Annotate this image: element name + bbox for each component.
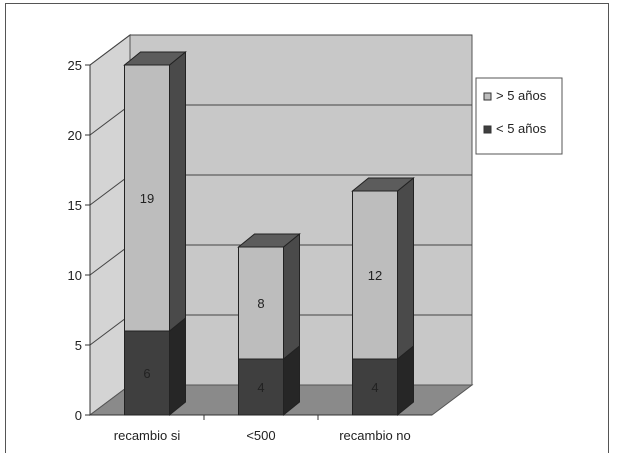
legend-swatch: [483, 125, 492, 134]
data-label: 4: [371, 380, 378, 395]
y-tick-label: 5: [75, 338, 82, 353]
data-label: 4: [257, 380, 264, 395]
x-axis-labels: recambio si <500 recambio no: [114, 415, 411, 443]
y-tick-label: 15: [68, 198, 82, 213]
bar-front-gt5: [352, 190, 398, 360]
legend-entry: > 5 años: [496, 88, 547, 103]
data-label: 8: [257, 296, 264, 311]
legend-box: [475, 77, 563, 155]
bar-front-gt5: [124, 64, 170, 332]
y-tick-label: 20: [68, 128, 82, 143]
legend-entry: < 5 años: [496, 121, 547, 136]
y-tick-label: 25: [68, 58, 82, 73]
data-labels: 6 19 4 8 4 12: [140, 191, 382, 395]
bar-side: [169, 316, 186, 417]
bar-side: [169, 50, 186, 333]
bar-front-lt5: [352, 358, 398, 416]
bar-side: [397, 176, 414, 361]
bar-front-gt5: [238, 246, 284, 360]
bar-top: [237, 233, 301, 248]
y-tick-label: 0: [75, 408, 82, 423]
bar-side: [283, 232, 300, 361]
bar-top: [123, 51, 187, 66]
data-label: 12: [368, 268, 382, 283]
y-tick-label: 10: [68, 268, 82, 283]
category-label: recambio si: [114, 428, 181, 443]
legend-swatch: [483, 92, 492, 101]
bars: [123, 50, 415, 417]
category-label: recambio no: [339, 428, 411, 443]
chart-frame: [5, 3, 609, 453]
category-label: <500: [246, 428, 275, 443]
gridline: [89, 34, 472, 66]
data-label: 19: [140, 191, 154, 206]
bar-top: [351, 177, 415, 192]
bar-front-lt5: [124, 330, 170, 416]
data-label: 6: [143, 366, 150, 381]
legend: > 5 años < 5 años: [475, 77, 563, 155]
